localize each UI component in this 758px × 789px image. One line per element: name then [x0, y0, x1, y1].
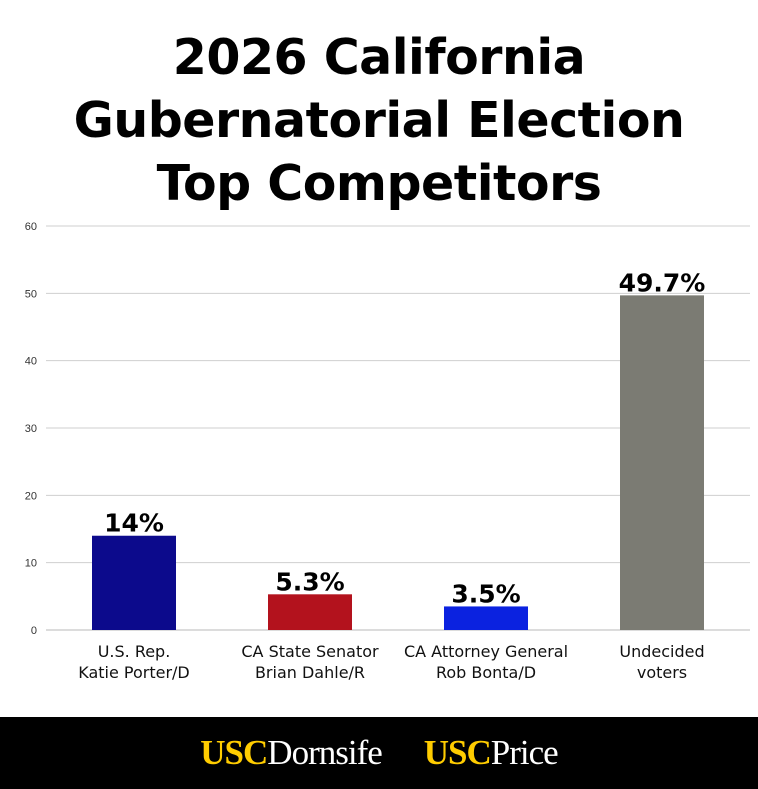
bar: [620, 295, 704, 630]
title-line-3: Top Competitors: [156, 155, 602, 212]
data-label: 3.5%: [451, 579, 520, 608]
usc-price-logo: USCPrice: [423, 733, 559, 773]
x-tick-label: Rob Bonta/D: [436, 663, 536, 682]
title-line-1: 2026 California: [172, 29, 586, 86]
y-tick-label: 60: [25, 221, 37, 233]
usc-dornsife-logo: USCDornsife: [200, 733, 383, 773]
logo-dornsife-text: Dornsife: [267, 733, 382, 772]
data-label: 5.3%: [275, 567, 344, 596]
footer-bar: USCDornsife USCPrice: [0, 717, 758, 789]
x-tick-label: Brian Dahle/R: [255, 663, 365, 682]
bar: [268, 594, 352, 630]
x-tick-label: Undecided: [619, 642, 704, 661]
y-tick-label: 50: [25, 288, 37, 300]
x-tick-label: voters: [637, 663, 687, 682]
data-label: 49.7%: [619, 268, 706, 297]
x-tick-label: CA State Senator: [241, 642, 379, 661]
y-tick-label: 40: [25, 356, 37, 368]
logo-usc-text: USC: [423, 733, 492, 772]
y-tick-label: 30: [25, 423, 37, 435]
y-tick-label: 20: [25, 490, 37, 502]
y-tick-label: 10: [25, 558, 37, 570]
y-tick-label: 0: [31, 625, 37, 637]
x-tick-label: U.S. Rep.: [98, 642, 171, 661]
title-line-2: Gubernatorial Election: [73, 92, 685, 149]
x-tick-label: Katie Porter/D: [78, 663, 190, 682]
x-tick-label: CA Attorney General: [404, 642, 568, 661]
chart-title: 2026 California Gubernatorial Election T…: [0, 26, 758, 215]
logo-price-text: Price: [490, 733, 559, 772]
logo-usc-text: USC: [200, 733, 268, 772]
data-label: 14%: [104, 509, 164, 538]
bar: [92, 535, 176, 630]
bar-chart: 0 10 20 30 40 50 60 14% U.S. Rep. Katie Porter/D 5…: [25, 221, 750, 682]
bar: [444, 606, 528, 630]
